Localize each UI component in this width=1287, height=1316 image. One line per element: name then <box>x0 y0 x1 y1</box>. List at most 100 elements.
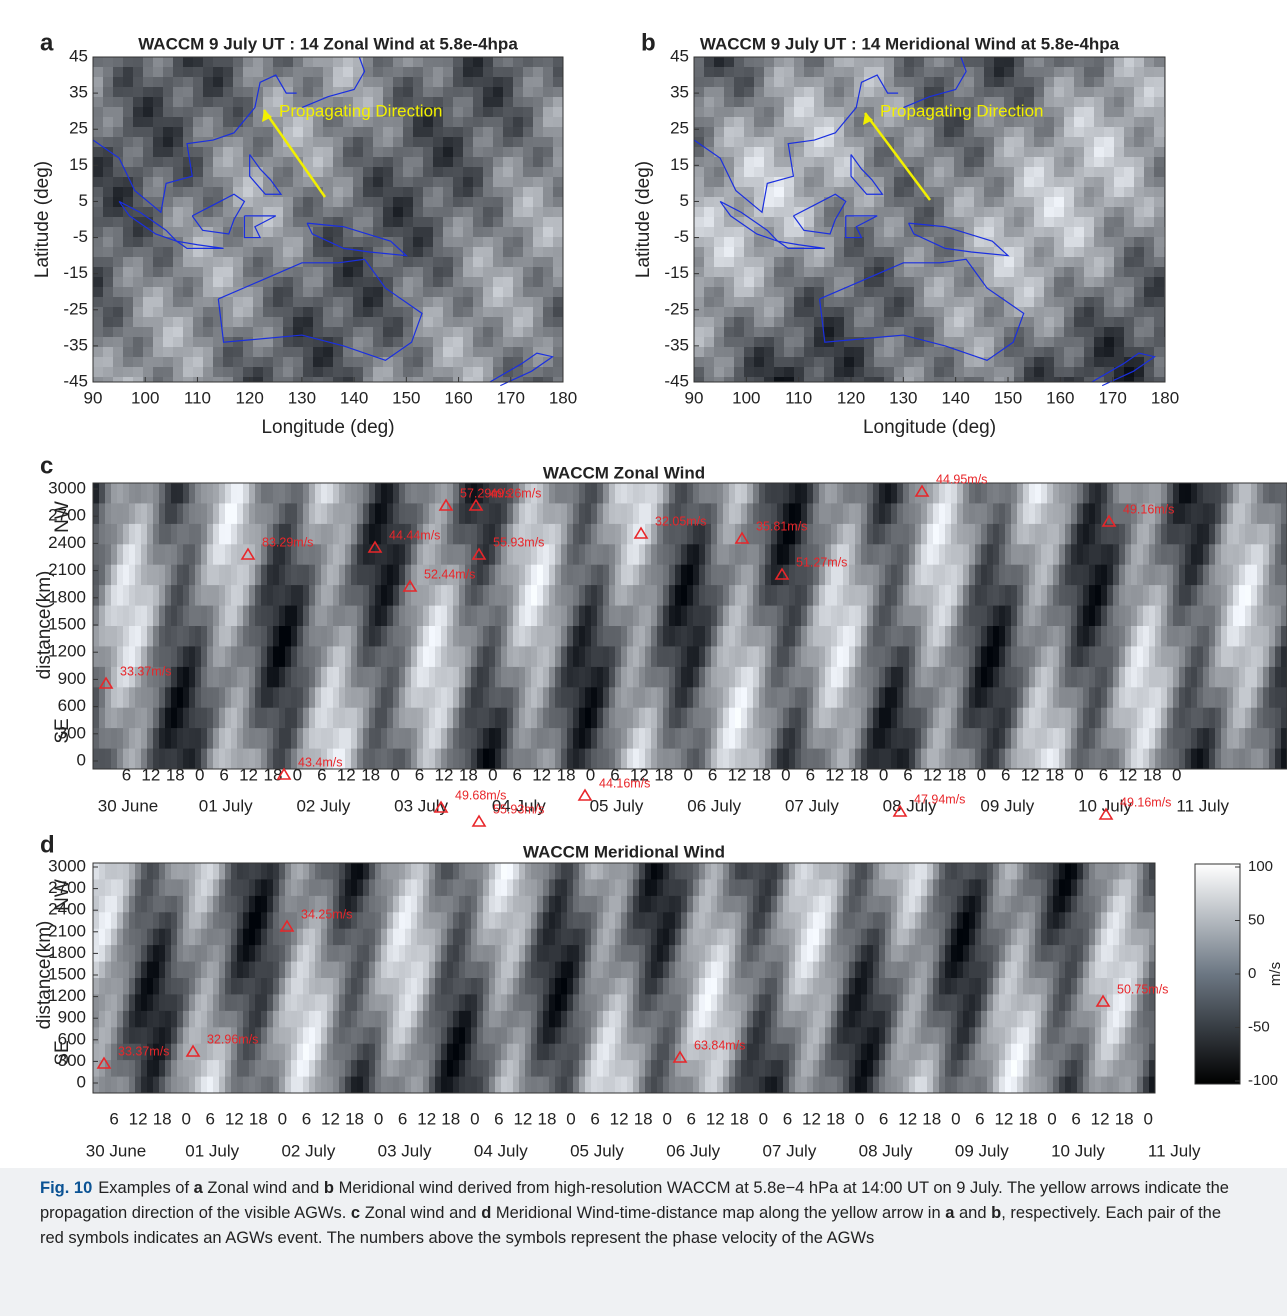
map-cell <box>744 67 754 77</box>
map-cell <box>483 317 493 327</box>
x-axis-label: Longitude (deg) <box>261 417 394 438</box>
map-cell <box>874 247 884 257</box>
map-cell <box>553 197 563 207</box>
map-cell <box>1044 187 1054 197</box>
map-cell <box>724 127 734 137</box>
map-cell <box>964 277 974 287</box>
map-cell <box>343 157 353 167</box>
map-cell <box>794 67 804 77</box>
map-cell <box>754 177 764 187</box>
map-cell <box>213 277 223 287</box>
map-cell <box>794 127 804 137</box>
map-cell <box>363 317 373 327</box>
heatmap-cell <box>825 585 831 606</box>
heatmap-cell <box>687 646 693 667</box>
map-cell <box>323 127 333 137</box>
map-cell <box>93 367 103 377</box>
map-cell <box>1154 317 1164 327</box>
heatmap-cell <box>399 544 405 565</box>
map-cell <box>1114 127 1124 137</box>
map-cell <box>754 337 764 347</box>
map-cell <box>383 67 393 77</box>
map-cell <box>263 237 273 247</box>
map-cell <box>353 177 363 187</box>
heatmap-cell <box>633 483 639 504</box>
map-cell <box>804 347 814 357</box>
map-cell <box>113 187 123 197</box>
map-cell <box>984 267 994 277</box>
heatmap-cell <box>327 646 333 667</box>
map-cell <box>1104 327 1114 337</box>
heatmap-cell <box>195 544 201 565</box>
map-cell <box>183 347 193 357</box>
heatmap-cell <box>465 544 471 565</box>
map-cell <box>113 217 123 227</box>
map-cell <box>503 257 513 267</box>
heatmap-cell <box>213 503 219 524</box>
heatmap-cell <box>159 565 165 586</box>
heatmap-cell <box>747 565 753 586</box>
map-cell <box>974 197 984 207</box>
map-cell <box>103 137 113 147</box>
map-cell <box>363 307 373 317</box>
x-tick-label: 90 <box>84 388 103 407</box>
map-cell <box>934 307 944 317</box>
y-tick-label: -5 <box>674 227 689 246</box>
map-cell <box>694 277 704 287</box>
map-cell <box>463 177 473 187</box>
map-cell <box>123 57 133 67</box>
heatmap-cell <box>741 646 747 667</box>
map-cell <box>704 167 714 177</box>
map-cell <box>1104 257 1114 267</box>
map-cell <box>714 297 724 307</box>
heatmap-cell <box>453 646 459 667</box>
heatmap-cell <box>363 728 369 749</box>
map-cell <box>1114 357 1124 367</box>
map-cell <box>133 377 143 382</box>
heatmap-cell <box>117 687 123 708</box>
map-cell <box>1064 207 1074 217</box>
map-cell <box>103 187 113 197</box>
map-cell <box>744 317 754 327</box>
map-cell <box>93 147 103 157</box>
map-cell <box>443 57 453 67</box>
heatmap-cell <box>375 565 381 586</box>
heatmap-cell <box>513 728 519 749</box>
heatmap-cell <box>219 503 225 524</box>
map-cell <box>1054 257 1064 267</box>
map-cell <box>483 97 493 107</box>
heatmap-cell <box>561 585 567 606</box>
heatmap-cell <box>237 524 243 545</box>
map-cell <box>704 77 714 87</box>
heatmap-cell <box>345 483 351 504</box>
heatmap-cell <box>729 667 735 688</box>
heatmap-cell <box>339 606 345 627</box>
heatmap-cell <box>591 503 597 524</box>
heatmap-cell <box>423 544 429 565</box>
map-cell <box>163 207 173 217</box>
heatmap-cell <box>399 667 405 688</box>
heatmap-cell <box>159 585 165 606</box>
heatmap-cell <box>387 626 393 647</box>
map-cell <box>523 207 533 217</box>
heatmap-cell <box>321 708 327 729</box>
map-cell <box>934 367 944 377</box>
heatmap-cell <box>669 606 675 627</box>
map-cell <box>734 357 744 367</box>
map-cell <box>503 327 513 337</box>
map-cell <box>1064 217 1074 227</box>
heatmap-cell <box>93 503 99 524</box>
heatmap-cell <box>279 585 285 606</box>
map-cell <box>884 287 894 297</box>
map-cell <box>313 127 323 137</box>
heatmap-cell <box>387 503 393 524</box>
heatmap-cell <box>627 646 633 667</box>
map-cell <box>443 97 453 107</box>
map-cell <box>1044 97 1054 107</box>
map-cell <box>453 217 463 227</box>
map-cell <box>724 97 734 107</box>
map-cell <box>1024 217 1034 227</box>
map-cell <box>373 287 383 297</box>
map-cell <box>333 197 343 207</box>
map-cell <box>764 117 774 127</box>
